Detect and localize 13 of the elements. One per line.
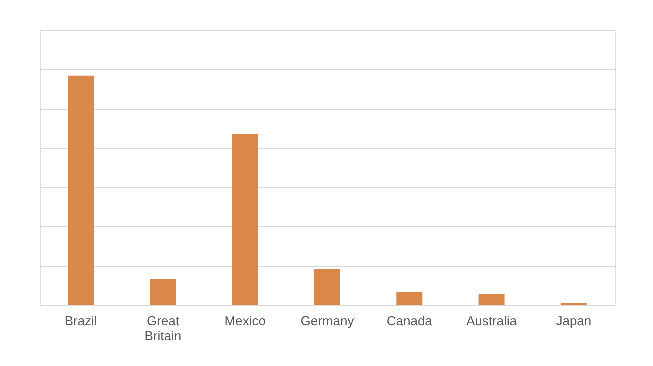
bar [478,294,505,305]
x-tick-label: Great Britain [144,314,182,344]
x-tick-label: Mexico [224,314,266,328]
x-tick-label: Brazil [64,314,98,328]
bar [314,269,340,305]
x-tick-label: Japan [556,314,592,328]
bar [396,292,423,305]
bar [150,279,176,305]
bar [232,134,258,305]
x-tick-label: Germany [300,314,355,328]
x-tick-label: Australia [466,314,518,328]
x-tick-label: Canada [386,314,434,328]
bar [68,76,94,305]
